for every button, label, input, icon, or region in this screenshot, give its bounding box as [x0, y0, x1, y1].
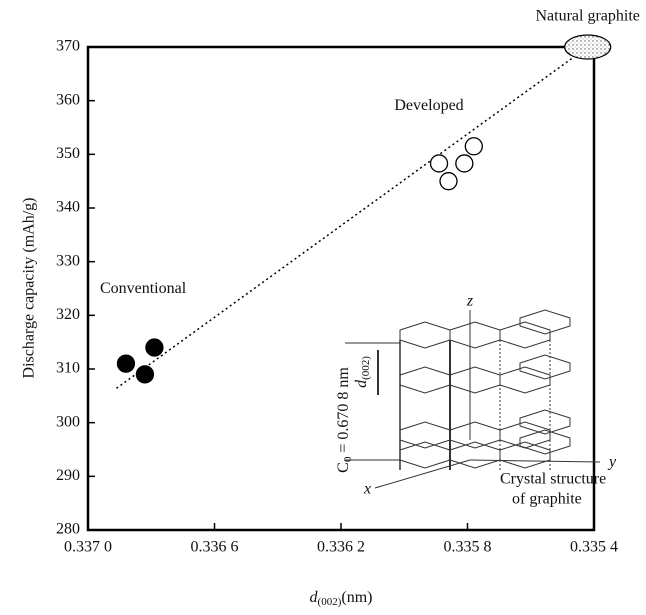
inset-caption: Crystal structure: [500, 471, 606, 488]
inset-c-label: C0 = 0.670 8 nm: [335, 367, 354, 473]
y-axis-label: Discharge capacity (mAh/g): [21, 198, 38, 379]
point: [455, 154, 474, 173]
inset-d-var: d: [353, 379, 370, 388]
point: [564, 34, 612, 60]
inset-axis-x: x: [363, 481, 371, 498]
x-tick-label: 0.336 2: [317, 539, 365, 556]
y-tick-label: 280: [56, 521, 80, 538]
y-tick-label: 310: [56, 360, 80, 377]
point: [116, 354, 136, 373]
y-tick-label: 330: [56, 252, 80, 269]
series-label: Conventional: [100, 280, 187, 297]
series-label: Developed: [394, 97, 463, 114]
x-tick-label: 0.335 4: [570, 539, 618, 556]
inset-c-rest: = 0.670 8 nm: [335, 367, 352, 457]
point: [464, 137, 483, 156]
x-label-unit: (nm): [341, 589, 372, 606]
series-label: Natural graphite: [535, 8, 639, 25]
x-label-sub: (002): [318, 596, 342, 608]
point: [145, 338, 164, 357]
point: [429, 154, 449, 173]
y-tick-label: 350: [56, 145, 80, 162]
point: [135, 365, 155, 384]
inset-d-sub: (002): [360, 356, 372, 380]
inset-axis-z: z: [466, 293, 474, 310]
x-tick-label: 0.335 8: [444, 539, 492, 556]
x-axis-label: d(002)(nm): [310, 589, 373, 608]
y-tick-label: 290: [56, 467, 80, 484]
inset-caption: of graphite: [512, 491, 582, 508]
y-tick-label: 300: [56, 413, 80, 430]
x-tick-label: 0.337 0: [64, 539, 112, 556]
x-tick-label: 0.336 6: [191, 539, 239, 556]
inset-d-label: d(002): [353, 356, 372, 388]
point: [439, 172, 458, 191]
y-tick-label: 340: [56, 199, 80, 216]
y-tick-label: 360: [56, 91, 80, 108]
inset-c-sub: 0: [342, 456, 354, 462]
y-tick-label: 370: [56, 38, 80, 55]
crystal-inset: [345, 309, 601, 489]
x-label-var: d: [310, 589, 319, 606]
y-tick-label: 320: [56, 306, 80, 323]
inset-axis-y: y: [607, 454, 617, 471]
inset-c-var: C: [335, 462, 352, 473]
trendline: [116, 46, 589, 389]
